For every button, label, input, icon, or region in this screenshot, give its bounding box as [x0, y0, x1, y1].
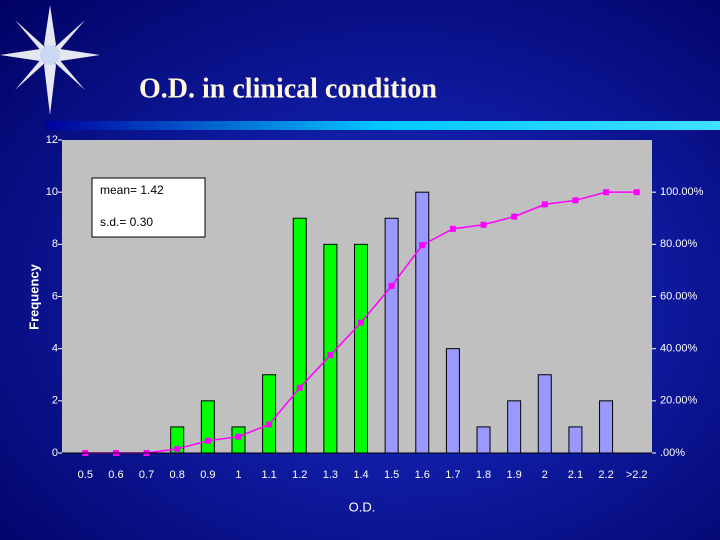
bar [292, 217, 307, 454]
x-axis-label: O.D. [349, 499, 376, 514]
y2-tick-label: 100.00% [660, 186, 704, 198]
bar [476, 426, 491, 454]
x-tick-label: 1.7 [445, 469, 460, 481]
y-tick-label: 0 [52, 447, 58, 459]
line-marker [511, 213, 518, 220]
y2-tick-label: 80.00% [660, 238, 698, 250]
line-marker [174, 445, 181, 452]
line-marker [449, 225, 456, 232]
bar [200, 400, 215, 454]
line-marker [541, 201, 548, 208]
y-tick-label: 6 [52, 290, 58, 302]
line-marker [480, 221, 487, 228]
bar [262, 374, 277, 454]
y2-tick-label: .00% [660, 447, 685, 459]
bar [599, 400, 614, 454]
x-tick-label: 0.7 [139, 469, 154, 481]
x-tick-label: 0.6 [108, 469, 123, 481]
y-tick-label: 2 [52, 395, 58, 407]
line-marker [633, 189, 640, 196]
x-tick-label: 1.8 [476, 469, 491, 481]
y-tick-label: 10 [46, 186, 58, 198]
bar [537, 374, 552, 454]
y2-tick-label: 60.00% [660, 290, 698, 302]
bar [507, 400, 522, 454]
x-tick-label: 2.1 [568, 469, 583, 481]
bar [415, 191, 430, 454]
x-tick-label: 1.4 [353, 469, 368, 481]
annotation: mean= 1.42 [100, 183, 164, 197]
line-marker [266, 421, 273, 428]
x-tick-label: 1.6 [415, 469, 430, 481]
chart-title: O.D. in clinical condition [139, 73, 437, 104]
y-tick-label: 8 [52, 238, 58, 250]
line-marker [419, 242, 426, 249]
y-tick-label: 12 [46, 134, 58, 146]
x-tick-label: 1.3 [323, 469, 338, 481]
line-marker [388, 282, 395, 289]
x-tick-label: 1.1 [261, 469, 276, 481]
y-axis-label: Frequency [26, 263, 41, 330]
x-tick-label: 0.5 [78, 469, 93, 481]
x-tick-label: 1.5 [384, 469, 399, 481]
bar [445, 348, 460, 454]
line-marker [572, 197, 579, 204]
x-tick-label: 1.2 [292, 469, 307, 481]
bar [323, 243, 338, 454]
bar [568, 426, 583, 454]
x-tick-label: 0.9 [200, 469, 215, 481]
y2-tick-label: 20.00% [660, 395, 698, 407]
line-marker [327, 352, 334, 359]
line-marker [296, 384, 303, 391]
x-tick-label: 2 [542, 469, 548, 481]
marks: 024681012.00%20.00%40.00%60.00%80.00%100… [46, 134, 704, 481]
x-tick-label: >2.2 [626, 469, 648, 481]
line-marker [204, 437, 211, 444]
line-marker [603, 189, 610, 196]
x-tick-label: 2.2 [598, 469, 613, 481]
bar [354, 243, 368, 454]
annotation: s.d.= 0.30 [100, 215, 153, 229]
x-tick-label: 1 [235, 469, 241, 481]
line-marker [358, 319, 364, 326]
y-tick-label: 4 [52, 343, 58, 355]
starburst [0, 5, 100, 115]
title-rule [45, 121, 720, 130]
bar [384, 217, 399, 454]
bar [231, 426, 246, 454]
stats-box [91, 177, 206, 238]
y2-tick-label: 40.00% [660, 343, 698, 355]
line-marker [235, 433, 242, 440]
x-tick-label: 1.9 [507, 469, 522, 481]
x-tick-label: 0.8 [170, 469, 185, 481]
